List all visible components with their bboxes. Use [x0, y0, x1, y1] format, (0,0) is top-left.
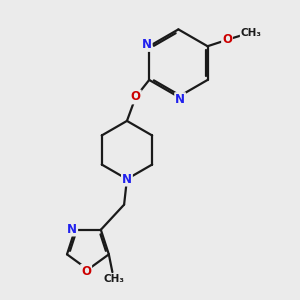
Text: O: O [222, 33, 232, 46]
Text: N: N [175, 93, 185, 106]
Text: N: N [67, 223, 77, 236]
Text: CH₃: CH₃ [241, 28, 262, 38]
Text: N: N [142, 38, 152, 51]
Text: O: O [131, 91, 141, 103]
Text: CH₃: CH₃ [104, 274, 125, 284]
Text: O: O [81, 265, 91, 278]
Text: N: N [122, 172, 132, 186]
